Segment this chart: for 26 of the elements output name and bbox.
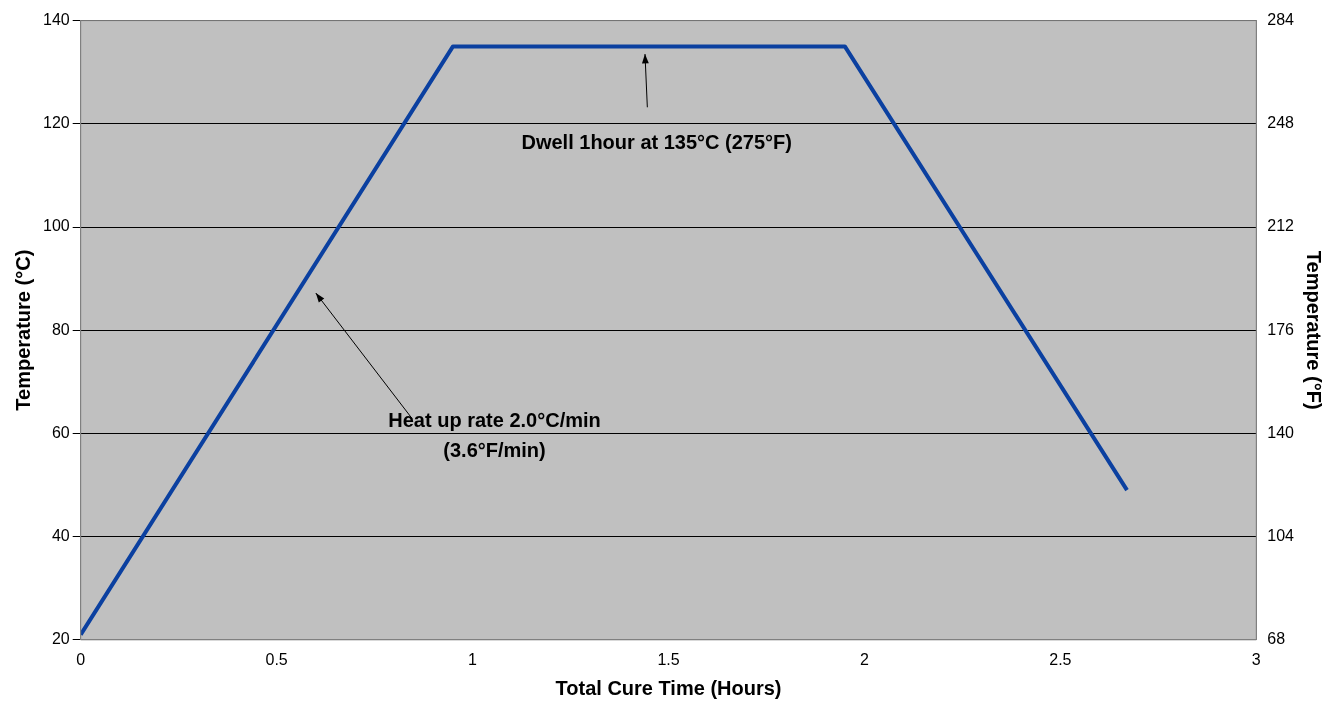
annotation: Heat up rate 2.0°C/min (3.6°F/min) (388, 408, 601, 461)
y-tick-label: 60 (51, 423, 70, 441)
x-tick-label: 2 (859, 650, 869, 668)
x-tick-label: 1 (468, 650, 478, 668)
x-tick-label: 2.5 (1049, 650, 1072, 668)
y2-tick-label: 212 (1267, 217, 1295, 235)
y2-tick-label: 68 (1267, 630, 1286, 648)
x-tick-label: 3 (1251, 650, 1261, 668)
x-axis-title: Total Cure Time (Hours) (555, 676, 782, 699)
y-axis-title: Temperature (°C) (11, 249, 34, 411)
y2-tick-label: 104 (1267, 527, 1295, 545)
y-tick-label: 140 (42, 11, 70, 29)
y-tick-label: 20 (51, 630, 70, 648)
x-tick-label: 0.5 (265, 650, 288, 668)
y2-tick-label: 176 (1267, 320, 1295, 338)
y-tick-label: 120 (42, 114, 70, 132)
annotation: Dwell 1hour at 135°C (275°F) (521, 131, 793, 154)
y2-tick-label: 248 (1267, 114, 1295, 132)
x-tick-label: 1.5 (657, 650, 680, 668)
y-tick-label: 80 (51, 320, 70, 338)
y-tick-label: 100 (42, 217, 70, 235)
y2-tick-label: 284 (1267, 11, 1295, 29)
y2-tick-label: 140 (1267, 423, 1295, 441)
x-tick-label: 0 (76, 650, 86, 668)
y2-axis-title: Temperature (°F) (1303, 250, 1326, 410)
y-tick-label: 40 (51, 527, 70, 545)
